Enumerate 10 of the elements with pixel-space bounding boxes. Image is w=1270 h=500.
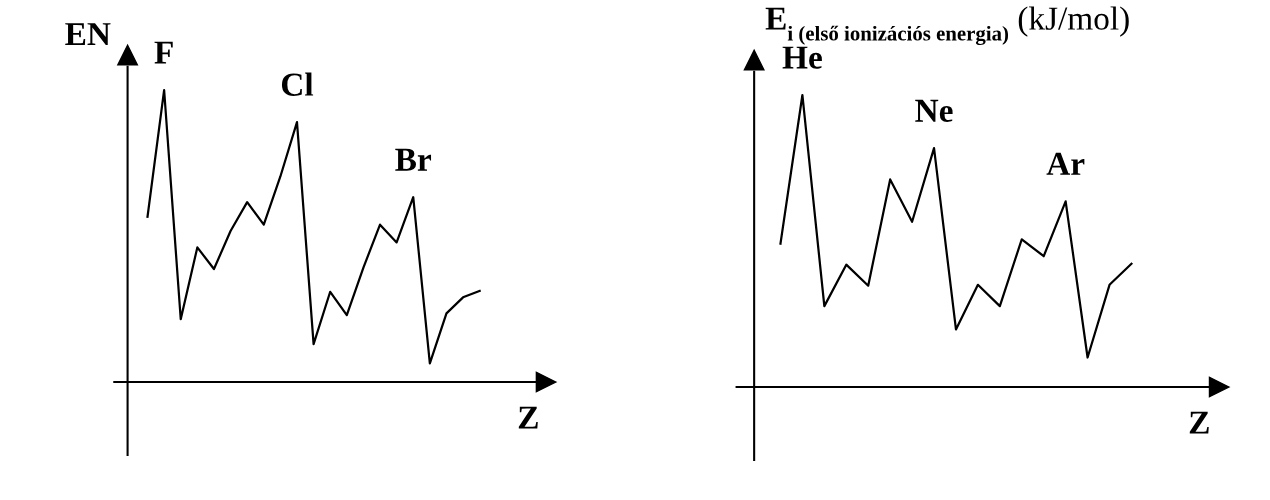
annotation: Cl bbox=[281, 72, 314, 96]
annotation: Ne bbox=[915, 99, 953, 122]
x-axis-title: Z bbox=[518, 406, 538, 429]
annotation: He bbox=[782, 46, 822, 69]
y-axis-title: EN bbox=[65, 23, 111, 45]
y-axis-title: Ei (első ionizációs energia) (kJ/mol) bbox=[765, 6, 1129, 45]
annotation: Ar bbox=[1046, 152, 1085, 175]
annotation: Br bbox=[395, 148, 432, 171]
x-axis-title: Z bbox=[1189, 411, 1209, 434]
annotation: F bbox=[154, 41, 173, 64]
